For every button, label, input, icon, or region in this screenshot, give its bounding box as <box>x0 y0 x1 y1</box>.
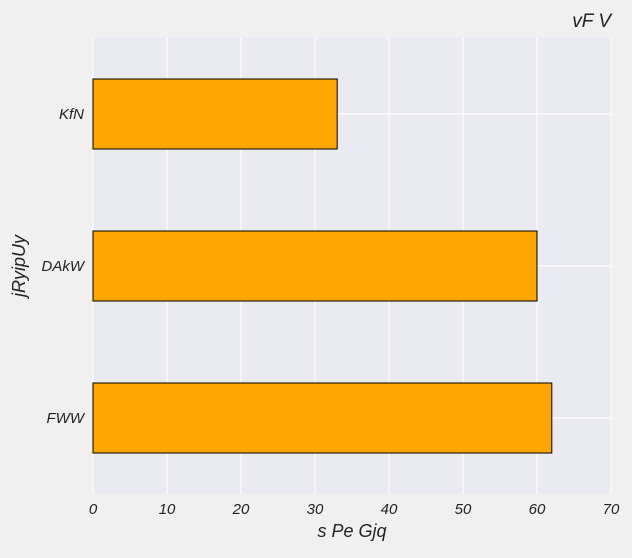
x-axis-label: s Pe Gjq <box>317 521 386 541</box>
bar <box>92 78 338 150</box>
bars <box>92 78 553 454</box>
x-tick-label: 40 <box>381 501 398 518</box>
x-tick-label: 70 <box>603 501 620 518</box>
y-tick-label: FWW <box>47 410 86 427</box>
y-tick-label: KfN <box>59 106 84 123</box>
x-tick-label: 20 <box>232 501 250 518</box>
x-tick-label: 30 <box>307 501 324 518</box>
x-tick-label: 0 <box>89 501 98 518</box>
x-tick-label: 10 <box>159 501 176 518</box>
x-tick-label: 50 <box>455 501 472 518</box>
y-tick-label: DAkW <box>42 258 86 275</box>
chart-title: vF V <box>572 11 613 32</box>
tick-labels: 0 10 20 30 40 50 60 70 KfN DAkW FWW <box>42 106 620 518</box>
x-tick-label: 60 <box>529 501 546 518</box>
bar <box>92 382 553 454</box>
bar <box>92 230 538 302</box>
y-axis-label: jRyipUy <box>9 234 29 300</box>
